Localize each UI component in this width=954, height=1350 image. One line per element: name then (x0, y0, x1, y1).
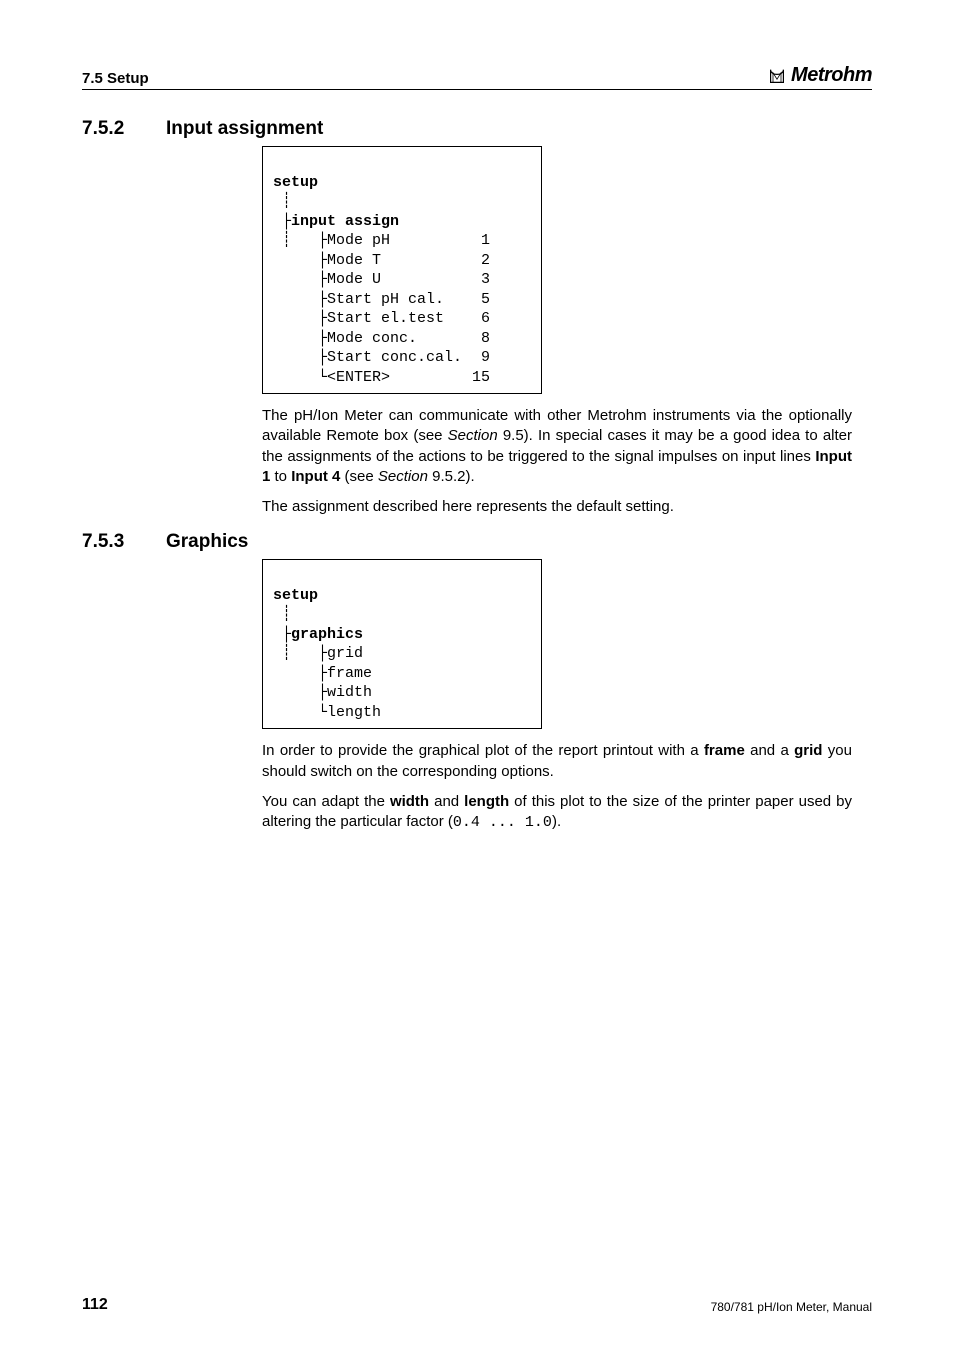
tree-item-label: frame (327, 665, 372, 682)
tree-branch: input assign (291, 213, 399, 230)
tree-item-value: 3 (462, 270, 490, 290)
tree-item-label: Start pH cal. (327, 291, 444, 308)
brand-logo: Metrohm (767, 64, 872, 87)
section-number: 7.5.3 (82, 531, 166, 553)
tree-item-value: 8 (462, 329, 490, 349)
tree-item-label: Start conc.cal. (327, 349, 462, 366)
section-heading: 7.5.2 Input assignment (82, 118, 872, 140)
tree-items-table: ┊ ├Mode pH1 ├Mode T2 ├Mode U3 ├Start pH … (273, 231, 490, 387)
tree-item-label: width (327, 684, 372, 701)
section-content: setup ┊ ├input assign ┊ ├Mode pH1 ├Mode … (262, 146, 852, 517)
section-number: 7.5.2 (82, 118, 166, 140)
section-title: Input assignment (166, 118, 323, 140)
page-number: 112 (82, 1296, 108, 1314)
body-paragraph: The pH/Ion Meter can communicate with ot… (262, 406, 852, 487)
page-footer: 112 780/781 pH/Ion Meter, Manual (82, 1296, 872, 1314)
tree-item-label: <ENTER> (327, 369, 390, 386)
tree-item-label: grid (327, 645, 363, 662)
section-heading: 7.5.3 Graphics (82, 531, 872, 553)
tree-item-label: Mode pH (327, 232, 390, 249)
section-content: setup ┊ ├graphics ┊ ├grid ├frame ├width … (262, 559, 852, 833)
tree-item-label: Mode conc. (327, 330, 417, 347)
header-section-label: 7.5 Setup (82, 70, 149, 87)
tree-item-value: 1 (462, 231, 490, 251)
tree-item-label: Mode U (327, 271, 381, 288)
page-header: 7.5 Setup Metrohm (82, 64, 872, 90)
body-paragraph: The assignment described here represents… (262, 497, 852, 517)
tree-item-value: 2 (462, 251, 490, 271)
body-paragraph: In order to provide the graphical plot o… (262, 741, 852, 782)
brand-name: Metrohm (791, 64, 872, 87)
menu-tree-graphics: setup ┊ ├graphics ┊ ├grid ├frame ├width … (262, 559, 542, 729)
footer-manual-title: 780/781 pH/Ion Meter, Manual (711, 1300, 872, 1314)
tree-item-value: 6 (462, 309, 490, 329)
tree-root: setup (273, 587, 318, 604)
tree-item-label: Mode T (327, 252, 381, 269)
tree-item-value: 9 (462, 348, 490, 368)
menu-tree-input-assign: setup ┊ ├input assign ┊ ├Mode pH1 ├Mode … (262, 146, 542, 394)
section-title: Graphics (166, 531, 248, 553)
tree-item-value: 15 (462, 368, 490, 388)
tree-branch: graphics (291, 626, 363, 643)
metrohm-logo-icon (767, 68, 787, 84)
tree-item-value: 5 (462, 290, 490, 310)
tree-item-label: Start el.test (327, 310, 444, 327)
tree-item-label: length (327, 704, 381, 721)
body-paragraph: You can adapt the width and length of th… (262, 792, 852, 834)
tree-root: setup (273, 174, 318, 191)
